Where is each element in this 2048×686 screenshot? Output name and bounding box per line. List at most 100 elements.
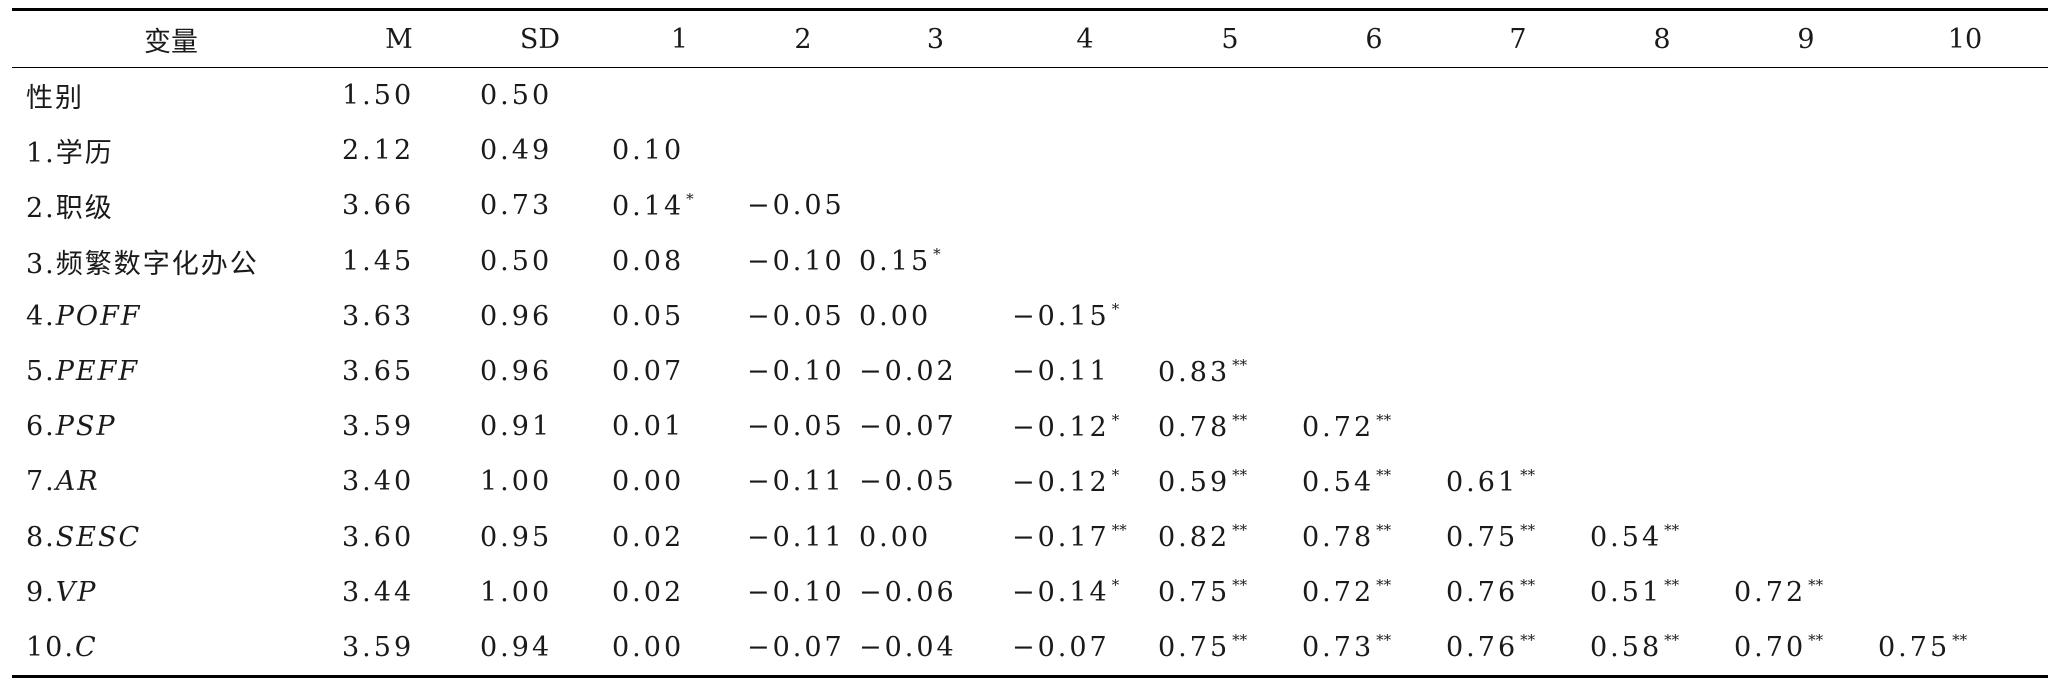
correlation-cell [1446,234,1590,289]
sd-cell: 0.73 [480,190,553,222]
correlation-cell: −0.11 [747,454,859,509]
correlation-cell: −0.15 * [1012,289,1158,344]
column-header-10: 10 [1947,23,1983,55]
correlation-value: 0.14 [612,190,685,222]
correlation-value: −0.12 [1012,411,1110,443]
correlation-value: −0.07 [747,631,845,663]
sd-cell: 0.95 [480,521,553,553]
significance-marker: ** [1664,576,1680,595]
mean-cell: 3.59 [342,631,415,663]
correlation-cell [1446,344,1590,399]
variable-prefix: 9. [26,576,56,608]
correlation-cell [1590,399,1734,454]
variable-name-cell: 10.C [12,620,330,677]
correlation-value: 0.75 [1446,522,1519,554]
correlation-cell [1590,289,1734,344]
sd-cell: 0.96 [480,300,553,332]
correlation-cell [1878,399,2048,454]
correlation-cell [1302,123,1446,178]
correlation-cell: −0.05 [747,399,859,454]
correlation-table: 变量 M SD 1 2 3 4 5 6 7 8 9 10 性别 1.50 0.50 1.学历 2.12 0.49 0… [12,8,2048,678]
correlation-value: −0.04 [859,631,957,663]
correlation-cell [612,68,747,124]
correlation-cell [1302,289,1446,344]
table-row: 2.职级 3.66 0.73 0.14 * −0.05 [12,178,2048,233]
correlation-cell: 0.54 ** [1302,454,1446,509]
correlation-cell [1878,234,2048,289]
correlation-cell [1878,510,2048,565]
significance-marker: ** [1232,576,1248,595]
correlation-value: 0.83 [1158,356,1231,388]
variable-prefix: 性别 [26,83,84,115]
correlation-cell [1878,68,2048,124]
correlation-cell [1878,289,2048,344]
correlation-value: 0.00 [612,631,685,663]
correlation-value: −0.07 [859,411,957,443]
variable-name-cell: 5.PEFF [12,344,330,399]
correlation-value: 0.73 [1302,632,1375,664]
correlation-cell: 0.02 [612,510,747,565]
significance-marker: ** [1376,410,1392,429]
column-header-variable: 变量 [144,26,198,58]
correlation-value: −0.12 [1012,466,1110,498]
correlation-cell [1590,178,1734,233]
variable-abbreviation: PSP [55,411,117,443]
correlation-cell: 0.05 [612,289,747,344]
column-header-9: 9 [1797,23,1815,55]
table-row: 1.学历 2.12 0.49 0.10 [12,123,2048,178]
significance-marker: * [686,189,694,208]
correlation-cell: −0.07 [747,620,859,677]
correlation-cell [1590,123,1734,178]
correlation-value: −0.17 [1012,522,1110,554]
correlation-cell [1878,123,2048,178]
table-row: 4.POFF 3.63 0.96 0.05 −0.05 0.00 −0.15 * [12,289,2048,344]
correlation-cell: −0.05 [747,178,859,233]
significance-marker: * [933,245,941,264]
correlation-cell: 0.72 ** [1302,399,1446,454]
correlation-cell: 0.75 ** [1446,510,1590,565]
correlation-cell [1734,510,1878,565]
significance-marker: ** [1520,576,1536,595]
table-row: 性别 1.50 0.50 [12,68,2048,124]
correlation-cell: −0.05 [747,289,859,344]
variable-prefix: 5. [26,356,56,388]
correlation-cell [1158,289,1302,344]
correlation-cell: −0.11 [747,510,859,565]
sd-cell: 1.00 [480,576,553,608]
variable-name-cell: 2.职级 [12,178,330,233]
correlation-value: 0.02 [612,521,685,553]
correlation-cell: 0.83 ** [1158,344,1302,399]
correlation-value: −0.11 [1012,356,1110,388]
variable-name-cell: 6.PSP [12,399,330,454]
correlation-cell: −0.12 * [1012,454,1158,509]
correlation-cell [859,178,1012,233]
correlation-cell [747,123,859,178]
significance-marker: ** [1376,465,1392,484]
correlation-cell: 0.54 ** [1590,510,1734,565]
variable-name-cell: 7.AR [12,454,330,509]
correlation-cell: 0.01 [612,399,747,454]
table-row: 5.PEFF 3.65 0.96 0.07 −0.10 −0.02 −0.11 0.83 ** [12,344,2048,399]
correlation-cell: −0.11 [1012,344,1158,399]
correlation-cell: 0.15 * [859,234,1012,289]
correlation-value: −0.15 [1012,301,1110,333]
correlation-cell [1734,234,1878,289]
table-row: 10.C 3.59 0.94 0.00 −0.07 −0.04 −0.07 0.75 ** 0.7… [12,620,2048,677]
correlation-cell: −0.05 [859,454,1012,509]
significance-marker: ** [1664,631,1680,650]
significance-marker: ** [1520,465,1536,484]
sd-cell: 0.96 [480,356,553,388]
correlation-cell [1590,344,1734,399]
variable-abbreviation: PEFF [55,356,140,388]
correlation-value: 0.15 [859,246,932,278]
table-row: 9.VP 3.44 1.00 0.02 −0.10 −0.06 −0.14 * 0.75 ** 0.… [12,565,2048,620]
correlation-value: 0.01 [612,411,685,443]
table-row: 8.SESC 3.60 0.95 0.02 −0.11 0.00 −0.17 ** 0.82 **… [12,510,2048,565]
correlation-value: 0.59 [1158,466,1231,498]
correlation-cell: −0.07 [1012,620,1158,677]
column-header-8: 8 [1653,23,1671,55]
variable-prefix: 6. [26,411,56,443]
correlation-cell [859,123,1012,178]
significance-marker: ** [1808,631,1824,650]
correlation-cell: 0.78 ** [1158,399,1302,454]
